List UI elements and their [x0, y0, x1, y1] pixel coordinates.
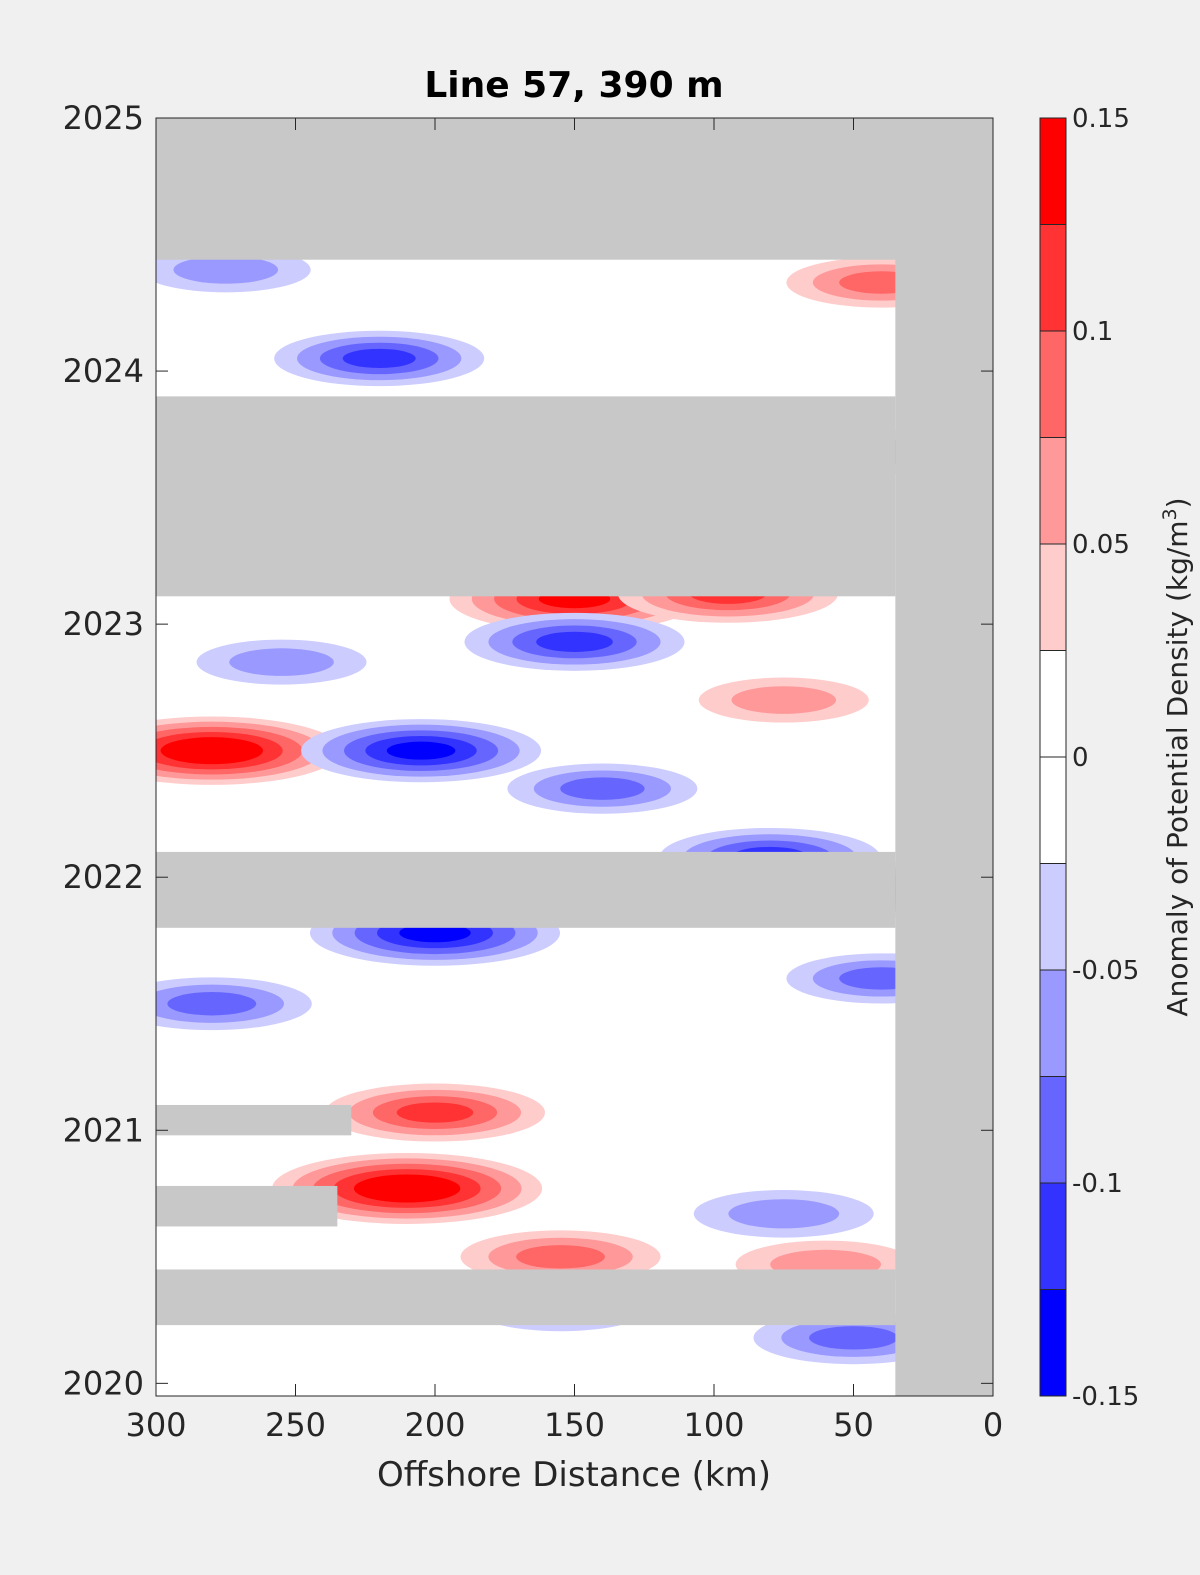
no-data-region — [156, 396, 896, 597]
chart-title: Line 57, 390 m — [424, 65, 723, 106]
colorbar-segment — [1040, 970, 1066, 1077]
colorbar-segment — [1040, 1183, 1066, 1290]
contour-level — [516, 1245, 605, 1269]
x-tick-label: 250 — [265, 1406, 326, 1444]
anomaly-feature — [196, 639, 367, 685]
colorbar-label-sup: 3 — [1159, 508, 1181, 520]
y-tick-label: 2022 — [63, 858, 144, 896]
colorbar-tick-label: 0.05 — [1072, 530, 1130, 560]
anomaly-feature — [156, 977, 312, 1031]
anomaly-feature — [693, 1189, 874, 1238]
colorbar-tick-label: -0.1 — [1072, 1169, 1123, 1199]
no-data-region — [156, 1269, 896, 1326]
contour-level — [167, 992, 257, 1016]
no-data-region — [895, 118, 993, 1396]
anomaly-feature — [325, 1083, 545, 1142]
contour-level — [536, 631, 613, 652]
colorbar-frame — [1039, 117, 1067, 1397]
colorbar-segment — [1040, 331, 1066, 438]
colorbar: 0.15 0.1 0.05 0 -0.05 -0.1 -0.15 — [1039, 104, 1139, 1412]
anomaly-feature — [507, 763, 698, 814]
no-data-region — [156, 851, 896, 928]
x-tick-label: 0 — [983, 1406, 1003, 1444]
colorbar-segment — [1040, 437, 1066, 544]
contour-level — [809, 1326, 898, 1350]
colorbar-tick-label: -0.05 — [1072, 956, 1139, 986]
colorbar-segment — [1040, 1076, 1066, 1183]
x-axis: 300 250 200 150 100 50 0 — [125, 118, 1003, 1444]
contour-level — [229, 648, 334, 676]
colorbar-segment — [1040, 118, 1066, 225]
anomaly-feature — [272, 1152, 543, 1224]
contour-level — [180, 742, 244, 759]
colorbar-tick-label: 0.1 — [1072, 317, 1113, 347]
contour-level — [342, 348, 416, 369]
colorbar-label-main: Anomaly of Potential Density (kg/m — [1161, 520, 1194, 1016]
y-tick-label: 2025 — [63, 99, 144, 137]
y-tick-label: 2023 — [63, 605, 144, 643]
no-data-region — [156, 1185, 338, 1227]
contour-level — [374, 1179, 440, 1198]
contour-level — [173, 256, 279, 284]
contour-level — [386, 741, 456, 760]
colorbar-label: Anomaly of Potential Density (kg/m3) — [1159, 497, 1194, 1016]
anomaly-feature — [274, 330, 485, 387]
colorbar-segment — [1040, 757, 1066, 864]
colorbar-segment — [1040, 863, 1066, 970]
x-axis-label: Offshore Distance (km) — [377, 1455, 771, 1495]
contour-level — [396, 1102, 474, 1123]
colorbar-label-end: ) — [1161, 497, 1194, 508]
colorbar-tick-label: 0.15 — [1072, 104, 1130, 134]
x-tick-label: 200 — [404, 1406, 465, 1444]
contour-level — [399, 923, 471, 943]
colorbar-tick-label: -0.15 — [1072, 1382, 1139, 1412]
y-axis: 2025 2024 2023 2022 2021 2020 — [63, 99, 993, 1402]
colorbar-segment — [1040, 544, 1066, 651]
x-tick-label: 300 — [125, 1406, 186, 1444]
anomaly-feature — [156, 716, 342, 785]
plot-area — [156, 118, 993, 1396]
colorbar-segment — [1040, 650, 1066, 757]
y-tick-label: 2021 — [63, 1111, 144, 1149]
anomaly-feature — [698, 677, 869, 723]
no-data-region — [156, 118, 993, 260]
y-tick-label: 2024 — [63, 352, 144, 390]
colorbar-segment — [1040, 224, 1066, 331]
y-tick-label: 2020 — [63, 1364, 144, 1402]
x-tick-label: 50 — [833, 1406, 874, 1444]
anomaly-feature — [301, 719, 542, 783]
contour-level — [728, 1199, 840, 1229]
x-tick-label: 100 — [683, 1406, 744, 1444]
x-tick-label: 150 — [544, 1406, 605, 1444]
contour-level — [560, 777, 645, 800]
colorbar-tick-label: 0 — [1072, 743, 1089, 773]
anomaly-feature — [464, 612, 685, 671]
contour-level — [731, 686, 837, 714]
no-data-region — [156, 1104, 352, 1136]
colorbar-segment — [1040, 1289, 1066, 1396]
